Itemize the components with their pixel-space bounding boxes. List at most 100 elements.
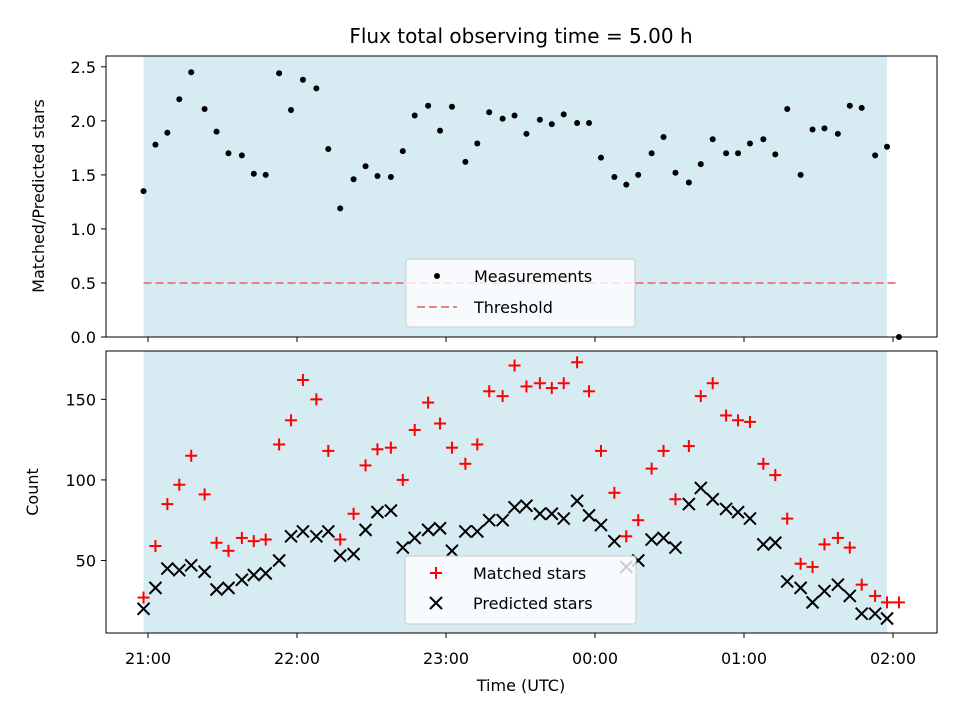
matched-star-point: [496, 390, 509, 403]
predicted-star-point: [272, 553, 286, 568]
bottom-y-axis-label: Count: [23, 468, 42, 516]
matched-star-point: [384, 441, 397, 454]
legend-threshold-label: Threshold: [473, 298, 553, 317]
measurement-point: [511, 112, 518, 119]
matched-star-point: [557, 377, 570, 390]
matched-star-point: [259, 533, 272, 546]
predicted-star-point: [358, 523, 373, 537]
measurement-point: [448, 103, 455, 110]
measurement-point: [872, 152, 879, 159]
predicted-star-point: [694, 481, 708, 495]
predicted-star-point: [644, 532, 659, 547]
matched-star-point: [359, 459, 372, 472]
predicted-star-point: [445, 544, 459, 558]
matched-star-point: [247, 535, 260, 548]
bottom-y-tick-label: 50: [76, 551, 96, 570]
measurement-point: [746, 140, 753, 147]
measurement-point: [846, 102, 853, 109]
measurement-point: [623, 181, 630, 188]
predicted-star-point: [136, 602, 151, 616]
measurement-point: [523, 130, 530, 137]
matched-star-point: [149, 539, 162, 552]
bottom-plot-frame: [105, 350, 938, 634]
predicted-star-point: [197, 565, 212, 579]
predicted-star-point: [743, 511, 757, 526]
matched-star-point: [347, 507, 360, 520]
predicted-star-point: [433, 521, 447, 535]
predicted-star-point: [780, 574, 794, 589]
measurement-point: [809, 126, 816, 133]
predicted-star-point: [296, 524, 310, 539]
matched-star-point: [720, 409, 733, 422]
x-tick-label: 22:00: [274, 649, 320, 668]
legend-matched-label: Matched stars: [473, 564, 586, 583]
measurement-point: [362, 163, 369, 170]
measurement-point: [411, 112, 418, 119]
matched-star-point: [645, 462, 658, 475]
matched-star-point: [892, 596, 905, 609]
measurement-point: [276, 70, 283, 77]
measurement-point: [201, 105, 208, 112]
top-y-tick-label: 0.0: [71, 328, 96, 347]
matched-star-point: [806, 560, 819, 573]
matched-star-point: [732, 414, 745, 427]
measurement-point: [325, 145, 332, 152]
matched-star-point: [459, 457, 472, 470]
matched-star-point: [396, 473, 409, 486]
matched-star-point: [533, 377, 546, 390]
matched-star-point: [371, 443, 384, 456]
matched-star-point: [434, 417, 447, 430]
predicted-star-point: [719, 502, 733, 516]
measurement-point: [735, 150, 742, 157]
measurement-point: [152, 141, 159, 148]
predicted-star-point: [805, 595, 820, 610]
matched-star-point: [571, 356, 584, 369]
matched-star-point: [743, 415, 756, 428]
predicted-star-point: [682, 497, 696, 511]
predicted-star-point: [594, 518, 608, 532]
measurement-point: [672, 169, 679, 176]
matched-star-point: [310, 393, 323, 406]
measurement-point: [474, 140, 481, 147]
predicted-star-point: [768, 536, 782, 550]
predicted-star-point: [495, 513, 510, 527]
measurement-point: [374, 172, 381, 179]
matched-star-point: [334, 533, 347, 546]
predicted-star-point: [570, 494, 584, 508]
predicted-star-point: [321, 524, 335, 539]
top-y-tick-label: 2.5: [71, 58, 96, 77]
x-tick-label: 00:00: [572, 649, 618, 668]
predicted-star-point: [333, 548, 347, 563]
measurement-point: [337, 205, 344, 212]
measurement-point: [462, 158, 469, 165]
x-axis-label: Time (UTC): [476, 676, 565, 695]
predicted-star-point: [545, 507, 559, 521]
predicted-star-point: [855, 606, 869, 621]
predicted-star-point: [235, 573, 249, 587]
measurement-point: [225, 150, 232, 157]
measurement-point: [437, 127, 444, 134]
measurement-point: [548, 121, 555, 128]
legend-measurements-label: Measurements: [474, 267, 592, 286]
measurement-point: [536, 116, 543, 123]
predicted-star-point: [519, 498, 534, 513]
predicted-star-point: [817, 584, 832, 598]
legend-predicted-label: Predicted stars: [473, 594, 593, 613]
predicted-star-point: [309, 529, 324, 544]
bottom-legend-box: [404, 555, 637, 625]
matched-star-point: [235, 531, 248, 544]
measurement-point: [250, 170, 257, 177]
measurement-point: [760, 136, 767, 143]
predicted-star-point: [458, 524, 473, 539]
matched-star-point: [285, 414, 298, 427]
matched-star-point: [855, 578, 868, 591]
legend-measurements-marker: [434, 273, 440, 279]
predicted-star-point: [482, 513, 496, 527]
matched-star-point: [222, 544, 235, 557]
matched-star-point: [682, 440, 695, 453]
x-tick-label: 21:00: [125, 649, 171, 668]
measurement-point: [611, 174, 618, 181]
matched-star-point: [173, 478, 186, 491]
matched-star-point: [831, 531, 844, 544]
